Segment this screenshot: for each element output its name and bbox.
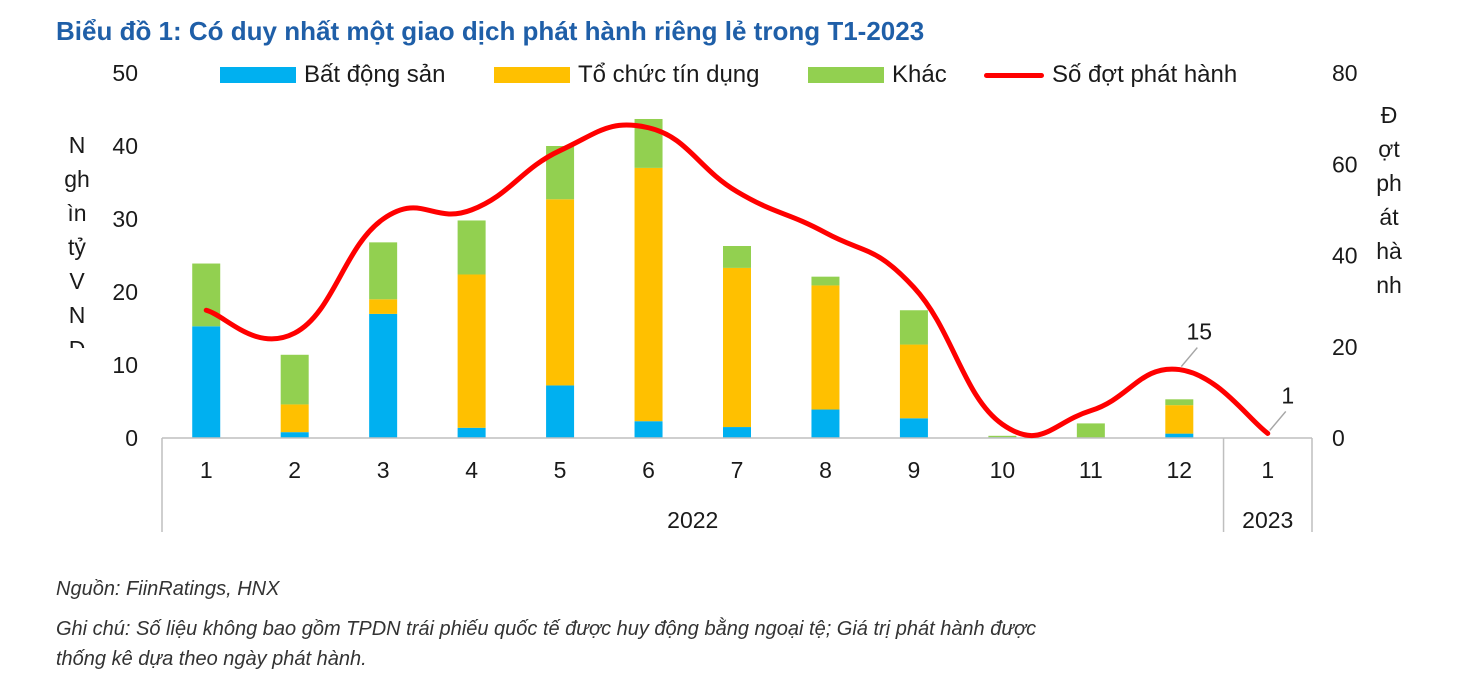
bar-segment-khac (988, 435, 1017, 438)
y-left-tick-label: 30 (112, 206, 138, 232)
data-label-leader (1269, 410, 1287, 431)
legend-label-khac: Khác (892, 61, 947, 88)
bar-segment-to-chuc-tin-dung (546, 199, 575, 386)
y-axis-right-title-line: ph (1376, 170, 1402, 196)
data-label-leader (1180, 347, 1198, 368)
bar-segment-khac (811, 276, 840, 286)
footnote-line-1: Ghi chú: Số liệu không bao gồm TPDN trái… (56, 618, 1037, 640)
bar-segment-bat-dong-san (546, 385, 575, 438)
x-tick-label: 1 (200, 457, 213, 483)
bar-segment-to-chuc-tin-dung (811, 285, 840, 410)
bar-segment-bat-dong-san (1165, 433, 1194, 438)
legend-bat-dong-san: Bất động sản (220, 60, 445, 90)
x-tick-label: 4 (465, 457, 478, 483)
y-axis-right-title-line: át (1379, 204, 1399, 230)
y-axis-left-title-line: ìn (67, 200, 87, 226)
y-axis-left-title-line: Đ (60, 332, 94, 348)
legend-swatch-bat-dong-san (220, 67, 296, 83)
bar-segment-bat-dong-san (192, 326, 221, 438)
legend-swatch-khac (808, 67, 884, 83)
y-axis-right-title-line: ợt (1378, 136, 1400, 162)
bar-segment-khac (1076, 423, 1105, 438)
y-axis-left-title: N gh ìn tỷ V N Đ (60, 128, 94, 348)
bar-segment-bat-dong-san (457, 427, 486, 438)
y-axis-left-title-line: N (68, 132, 86, 158)
bar-segment-bat-dong-san (369, 313, 398, 438)
y-axis-right-title: Đ ợt ph át hà nh (1372, 98, 1406, 302)
y-axis-right-title-line: Đ (1380, 102, 1398, 128)
line-series-so-dot-phat-hanh (203, 122, 1271, 438)
x-tick-label: 11 (1079, 457, 1103, 483)
x-tick-label: 2 (288, 457, 301, 483)
y-axis-left-title-line: N (68, 302, 86, 328)
bar-segment-bat-dong-san (723, 427, 751, 438)
bar-segment-to-chuc-tin-dung (457, 274, 486, 428)
x-tick-label: 3 (377, 457, 390, 483)
y-left-tick-label: 0 (125, 425, 138, 451)
bar-segment-to-chuc-tin-dung (280, 404, 309, 433)
x-tick-label: 12 (1167, 457, 1193, 483)
legend-label-so-dot-phat-hanh: Số đợt phát hành (1052, 61, 1238, 88)
group-label: 2022 (667, 507, 718, 533)
bar-segment-khac (723, 246, 751, 268)
group-label: 2023 (1242, 507, 1293, 533)
source-note: Nguồn: FiinRatings, HNX (56, 578, 280, 600)
x-tick-label: 5 (554, 457, 567, 483)
bar-segment-khac (280, 354, 309, 405)
bar-segment-khac (457, 220, 486, 275)
y-left-tick-label: 20 (112, 279, 138, 305)
bar-segment-to-chuc-tin-dung (899, 344, 928, 419)
footnote-line-2: thống kê dựa theo ngày phát hành. (56, 648, 367, 670)
y-axis-left-title-line: gh (64, 166, 90, 192)
y-left-tick-label: 40 (112, 133, 138, 159)
bar-segment-to-chuc-tin-dung (634, 167, 663, 422)
data-label: 15 (1187, 319, 1213, 345)
legend-swatch-line (984, 72, 1044, 78)
y-right-tick-label: 80 (1332, 60, 1358, 86)
legend-swatch-to-chuc-tin-dung (494, 67, 570, 83)
y-left-tick-label: 50 (112, 60, 138, 86)
x-tick-label: 7 (731, 457, 744, 483)
bar-segment-bat-dong-san (899, 418, 928, 438)
x-tick-label: 10 (990, 457, 1016, 483)
y-right-tick-label: 60 (1332, 151, 1358, 177)
x-tick-label: 8 (819, 457, 832, 483)
bar-segment-bat-dong-san (811, 409, 840, 438)
legend-so-dot-phat-hanh: Số đợt phát hành (984, 60, 1237, 90)
y-right-tick-label: 40 (1332, 243, 1358, 269)
y-right-tick-label: 20 (1332, 334, 1358, 360)
y-right-tick-label: 0 (1332, 425, 1345, 451)
data-label: 1 (1281, 382, 1294, 408)
y-axis-right-title-line: hà (1376, 238, 1402, 264)
x-tick-label: 1 (1261, 457, 1274, 483)
bar-segment-khac (899, 310, 928, 345)
y-axis-left-title-line: tỷ (68, 234, 86, 260)
bar-segment-to-chuc-tin-dung (1165, 405, 1194, 434)
bar-segment-bat-dong-san (634, 421, 663, 438)
bar-segment-bat-dong-san (280, 432, 309, 438)
bar-segment-to-chuc-tin-dung (369, 299, 398, 314)
x-tick-label: 6 (642, 457, 655, 483)
legend-to-chuc-tin-dung: Tổ chức tín dụng (494, 60, 760, 90)
bar-segment-khac (369, 242, 398, 300)
chart-title: Biểu đồ 1: Có duy nhất một giao dịch phá… (56, 16, 925, 46)
y-axis-right-title-line: nh (1376, 272, 1402, 298)
legend-khac: Khác (808, 60, 947, 90)
y-axis-left-title-line: V (69, 268, 85, 294)
legend-label-bat-dong-san: Bất động sản (304, 61, 446, 88)
x-tick-label: 9 (908, 457, 921, 483)
legend-label-to-chuc-tin-dung: Tổ chức tín dụng (578, 61, 760, 88)
bar-segment-khac (1165, 399, 1194, 406)
y-left-tick-label: 10 (112, 352, 138, 378)
bar-segment-to-chuc-tin-dung (723, 267, 751, 428)
